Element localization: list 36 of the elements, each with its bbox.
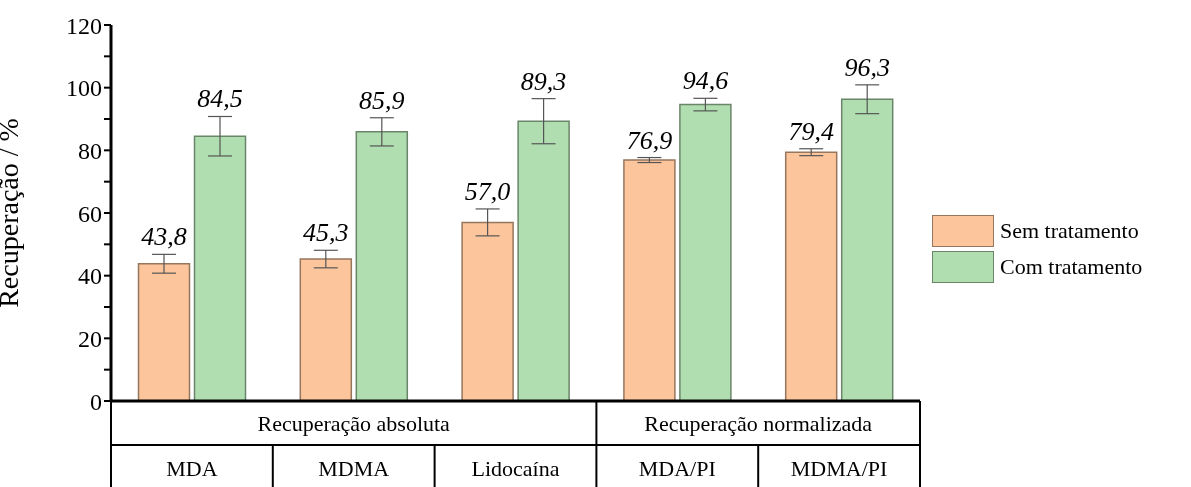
legend-label: Sem tratamento xyxy=(1000,218,1139,244)
y-tick-label: 20 xyxy=(78,325,102,352)
bar xyxy=(355,131,409,401)
bar xyxy=(623,159,676,401)
text: Recuperação absoluta xyxy=(257,411,451,436)
bar xyxy=(137,263,191,401)
data-label: 94,6 xyxy=(682,66,729,96)
y-tick-label: 60 xyxy=(78,200,102,227)
text: Recuperação normalizada xyxy=(644,411,873,436)
x-tick-label: Lidocaína xyxy=(471,456,560,481)
y-tick-label: 0 xyxy=(90,388,102,415)
data-label: 76,9 xyxy=(626,125,673,155)
bar xyxy=(517,120,570,401)
bar xyxy=(840,98,894,401)
y-tick-label: 80 xyxy=(78,137,102,164)
data-label: 45,3 xyxy=(303,218,349,248)
data-label: 85,9 xyxy=(359,85,405,115)
y-tick-label: 120 xyxy=(66,12,102,39)
x-tick-label: MDA xyxy=(166,456,218,481)
data-label: 79,4 xyxy=(788,116,834,146)
data-label: 96,3 xyxy=(844,52,890,82)
bar xyxy=(193,135,247,401)
bar xyxy=(784,151,838,401)
y-tick-label: 100 xyxy=(66,75,102,102)
data-label: 43,8 xyxy=(141,222,187,252)
data-label: 57,0 xyxy=(464,176,511,206)
x-tick-label: MDMA xyxy=(318,456,390,481)
y-tick-label: 40 xyxy=(78,263,102,290)
bar xyxy=(461,221,514,401)
x-tick-label: MDA/PI xyxy=(638,456,716,481)
data-label: 84,5 xyxy=(197,84,243,114)
bar xyxy=(679,103,732,401)
data-label: 89,3 xyxy=(520,66,567,96)
bar xyxy=(299,258,353,401)
x-tick-label: MDMA/PI xyxy=(790,456,888,481)
legend-label: Com tratamento xyxy=(1000,254,1143,280)
